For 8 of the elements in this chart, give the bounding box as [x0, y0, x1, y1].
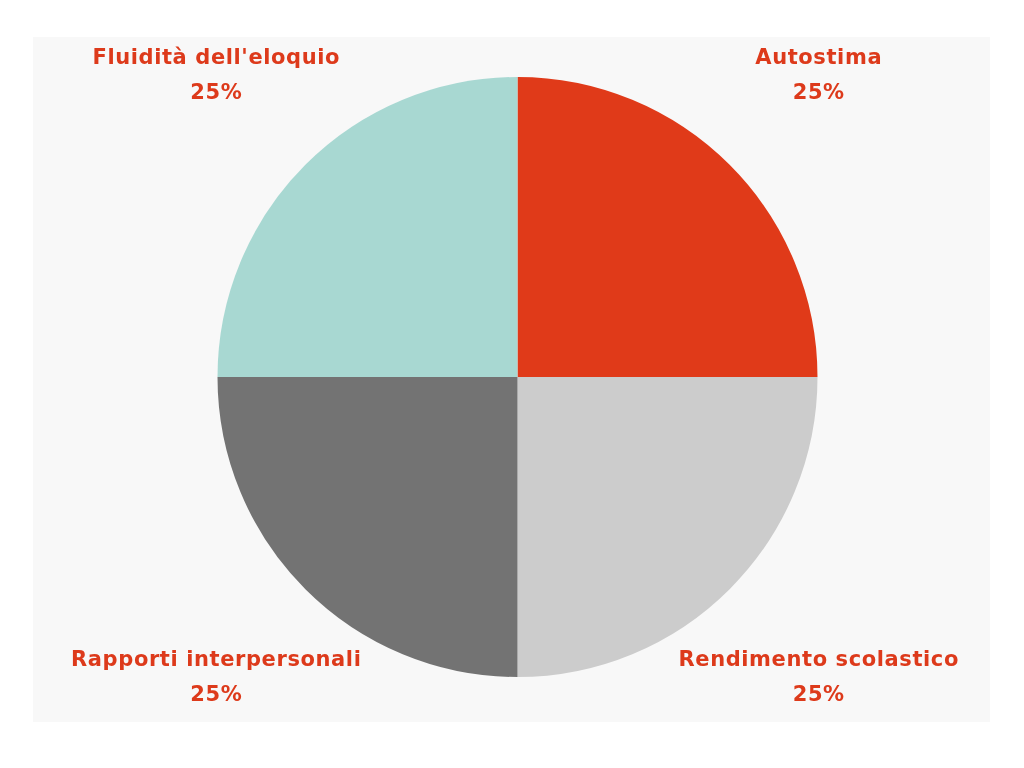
data-label: 25% [190, 682, 243, 707]
data-label: 25% [190, 79, 243, 104]
slice-label: Autostima [755, 44, 883, 69]
data-label: 25% [792, 79, 845, 104]
slice-label: Fluidità dell'eloquio [92, 44, 341, 69]
slice-label: Rendimento scolastico [678, 647, 959, 672]
data-label: 25% [792, 682, 845, 707]
slice-label: Rapporti interpersonali [71, 647, 362, 672]
